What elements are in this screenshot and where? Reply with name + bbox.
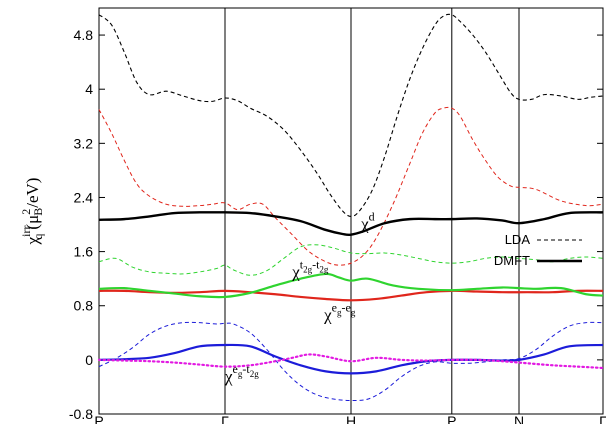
annotation-chi-t2g-t2g: χt2g-t2g bbox=[291, 257, 329, 281]
y-tick-label: 4 bbox=[85, 81, 93, 97]
annotation-chi-eg-t2g: χeg-t2g bbox=[224, 362, 259, 386]
y-tick-label: -0.8 bbox=[69, 406, 93, 422]
y-axis-label: χirrq(μ2B/eV) bbox=[19, 178, 45, 246]
y-tick-label: 2.4 bbox=[74, 189, 94, 205]
y-tick-label: 4.8 bbox=[74, 27, 94, 43]
series-dmft-d bbox=[98, 211, 604, 237]
x-tick-label: Γ bbox=[221, 413, 229, 424]
y-tick-label: 1.6 bbox=[74, 244, 94, 260]
series-lda-d bbox=[98, 13, 604, 217]
series-dmft-eg-t2g bbox=[98, 343, 604, 375]
series-dmft-eg-eg bbox=[98, 289, 604, 302]
x-tick-label: Γ bbox=[599, 413, 606, 424]
annotation-chi-d: χd bbox=[360, 209, 375, 233]
y-tick-label: 3.2 bbox=[74, 135, 94, 151]
series-dmft-t2g-t2g bbox=[98, 272, 604, 299]
legend-label-dmft: DMFT bbox=[494, 253, 530, 268]
x-tick-label: P bbox=[447, 413, 456, 424]
x-tick-label: N bbox=[514, 413, 524, 424]
y-tick-label: 0.8 bbox=[74, 298, 94, 314]
series-lda-eg-eg bbox=[98, 106, 604, 266]
series-dmft-dotted bbox=[97, 353, 605, 370]
x-tick-label: P bbox=[94, 413, 103, 424]
annotation-chi-eg-eg: χeg-eg bbox=[323, 301, 356, 325]
x-tick-label: H bbox=[346, 413, 356, 424]
series-lda-eg-t2g bbox=[98, 321, 604, 401]
legend-label-lda: LDA bbox=[505, 232, 531, 247]
y-tick-label: 0 bbox=[85, 352, 93, 368]
series-lda-t2g-t2g bbox=[98, 244, 604, 276]
